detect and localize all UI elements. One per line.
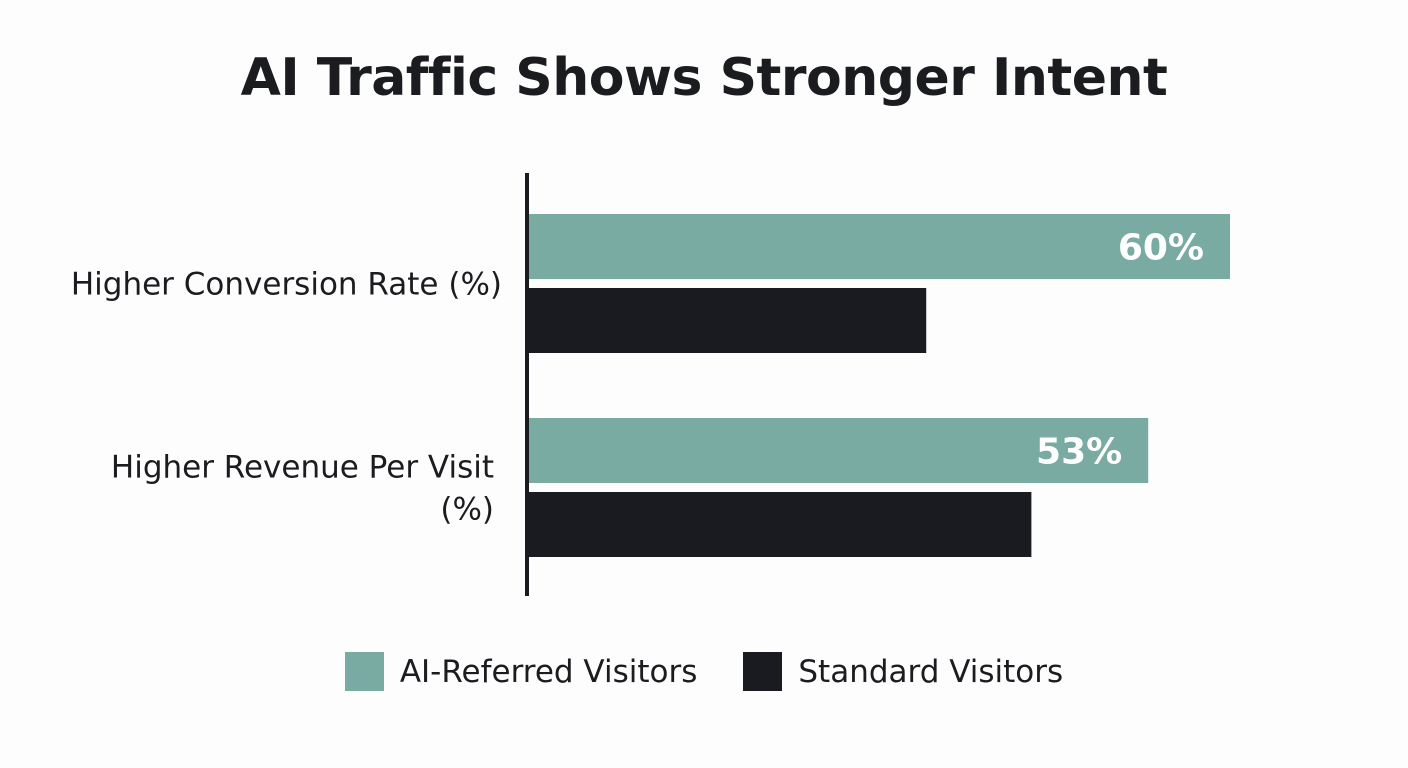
chart-title: AI Traffic Shows Stronger Intent: [240, 48, 1168, 108]
legend: AI-Referred Visitors Standard Visitors: [0, 652, 1408, 691]
legend-swatch-standard: [743, 652, 783, 691]
legend-label-ai-referred: AI-Referred Visitors: [399, 653, 698, 690]
bar-standard-visitors-higher-conversion-rate: [529, 288, 927, 353]
bar-standard-visitors-higher-revenue-per-visit: [529, 492, 1032, 557]
category-label-higher-revenue-per-visit-line-2: (%): [440, 492, 494, 528]
bar-ai-referred-visitors-higher-revenue-per-visit: [529, 418, 1149, 483]
legend-item-ai-referred: AI-Referred Visitors: [344, 652, 698, 691]
value-label-ai-referred-visitors-higher-conversion-rate: 60%: [1118, 228, 1204, 269]
labels-layer: 60% Higher Conversion Rate (%) 53% Higher R…: [71, 228, 1204, 528]
category-label-higher-revenue-per-visit-line-1: Higher Revenue Per Visit: [111, 450, 494, 486]
legend-label-standard: Standard Visitors: [798, 653, 1064, 690]
bars-layer: [529, 214, 1230, 557]
legend-swatch-ai-referred: [344, 652, 384, 691]
value-label-ai-referred-visitors-higher-revenue-per-visit: 53%: [1036, 432, 1122, 473]
legend-item-standard: Standard Visitors: [743, 652, 1063, 691]
category-label-higher-conversion-rate: Higher Conversion Rate (%): [71, 267, 502, 303]
bar-ai-referred-visitors-higher-conversion-rate: [529, 214, 1230, 279]
